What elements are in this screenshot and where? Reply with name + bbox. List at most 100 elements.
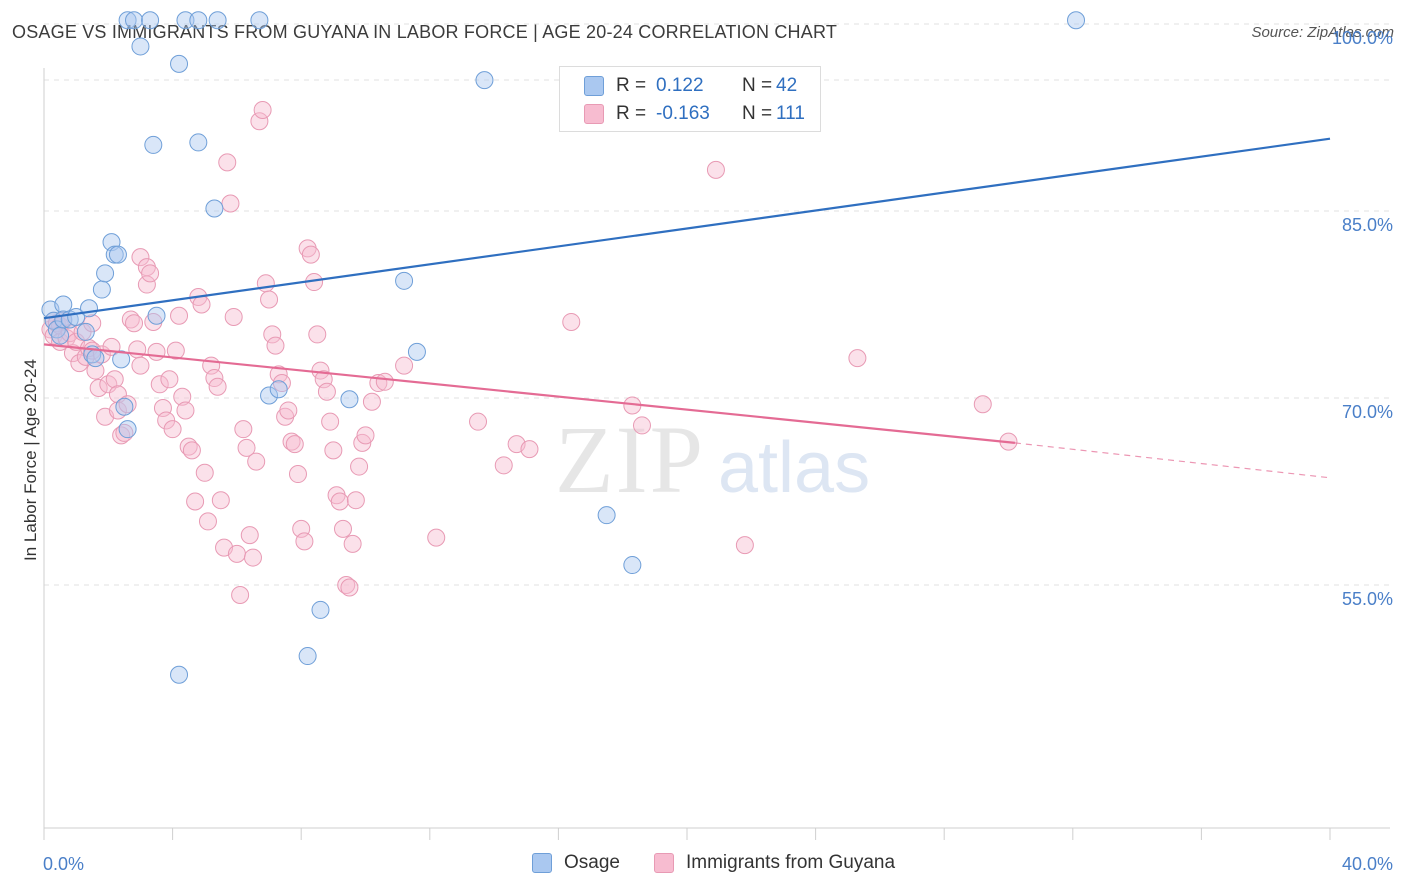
osage-point [340, 390, 359, 409]
osage-point [475, 71, 494, 90]
legend-row-guyana: R = -0.163 N = 111 [584, 103, 805, 125]
osage-point [623, 556, 642, 575]
guyana-point [295, 532, 314, 551]
osage-point [141, 11, 160, 30]
osage-point [118, 11, 137, 30]
guyana-point [208, 377, 227, 396]
watermark-zip: ZIP [555, 406, 705, 513]
osage-point [96, 264, 115, 283]
osage-point [86, 349, 105, 368]
guyana-point [211, 491, 230, 510]
guyana-point [350, 457, 369, 476]
chart-title: OSAGE VS IMMIGRANTS FROM GUYANA IN LABOR… [12, 22, 838, 42]
guyana-point [562, 312, 581, 331]
osage-point [108, 245, 127, 264]
guyana-point [118, 395, 137, 414]
legend-r-label: R = [616, 103, 647, 124]
osage-point [112, 350, 131, 369]
legend-r-value-osage: 0.122 [656, 75, 704, 96]
y-tick-labels: 55.0% 70.0% 85.0% 100.0% [1332, 28, 1393, 609]
guyana-point [375, 372, 394, 391]
guyana-point [324, 441, 343, 460]
guyana-point [333, 519, 352, 538]
guyana-point [706, 160, 725, 179]
guyana-point [356, 426, 375, 445]
osage-point [80, 299, 99, 318]
series-guyana-points [41, 101, 1018, 604]
guyana-point [125, 314, 144, 333]
guyana-point [263, 325, 282, 344]
guyana-point [176, 401, 195, 420]
osage-point [260, 386, 279, 405]
osage-point [170, 54, 189, 73]
osage-point [76, 322, 95, 341]
legend-swatch-guyana [584, 104, 604, 124]
guyana-point [632, 416, 651, 435]
osage-point [407, 342, 426, 361]
guyana-point [494, 456, 513, 475]
osage-point [144, 135, 163, 154]
guyana-point [221, 194, 240, 213]
osage-point [54, 295, 73, 314]
guyana-point [89, 379, 108, 398]
trend-line-guyana-extrapolated [1014, 442, 1331, 479]
guyana-point [346, 491, 365, 510]
osage-point [597, 506, 616, 525]
bottom-legend-swatch-osage [532, 853, 552, 873]
guyana-point [285, 435, 304, 454]
guyana-point [234, 420, 253, 439]
guyana-point [362, 392, 381, 411]
osage-point [176, 11, 195, 30]
guyana-point [301, 245, 320, 264]
guyana-point [247, 452, 266, 471]
osage-point [131, 37, 150, 56]
guyana-point [256, 274, 275, 293]
legend-box: R = 0.122 N = 42 R = -0.163 N = 111 [559, 66, 821, 132]
bottom-legend-label-guyana: Immigrants from Guyana [686, 852, 896, 873]
guyana-point [973, 395, 992, 414]
osage-point [205, 199, 224, 218]
osage-point [208, 11, 227, 30]
source-label: Source: ZipAtlas.com [1251, 24, 1394, 41]
guyana-point [147, 342, 166, 361]
osage-point [170, 665, 189, 684]
guyana-point [227, 544, 246, 563]
guyana-point [186, 492, 205, 511]
bottom-legend-label-osage: Osage [564, 852, 620, 873]
guyana-point [231, 585, 250, 604]
guyana-point [237, 438, 256, 457]
guyana-point [166, 341, 185, 360]
y-tick-label: 85.0% [1342, 215, 1393, 235]
guyana-point [192, 295, 211, 314]
bottom-legend-osage: Osage [532, 852, 620, 874]
trend-lines [43, 137, 1331, 479]
bottom-legend-guyana: Immigrants from Guyana [654, 852, 895, 874]
guyana-point [260, 290, 279, 309]
osage-point [51, 326, 70, 345]
guyana-point [182, 441, 201, 460]
osage-point [115, 397, 134, 416]
y-axis-label: In Labor Force | Age 20-24 [21, 359, 40, 561]
y-tick-label: 70.0% [1342, 402, 1393, 422]
guyana-point [163, 420, 182, 439]
guyana-point [340, 578, 359, 597]
guyana-point [150, 375, 169, 394]
guyana-point [735, 536, 754, 555]
guyana-point [848, 349, 867, 368]
y-tick-label: 55.0% [1342, 589, 1393, 609]
guyana-point [279, 401, 298, 420]
legend-swatch-osage [584, 76, 604, 96]
guyana-point [427, 528, 446, 547]
guyana-point [170, 306, 189, 325]
guyana-point [317, 382, 336, 401]
guyana-point [469, 412, 488, 431]
guyana-point [224, 307, 243, 326]
legend-row-osage: R = 0.122 N = 42 [584, 75, 797, 97]
osage-point [125, 11, 144, 30]
guyana-point [337, 576, 356, 594]
watermark-atlas: atlas [718, 428, 870, 508]
trend-line-osage [43, 137, 1331, 320]
guyana-point [308, 325, 327, 344]
